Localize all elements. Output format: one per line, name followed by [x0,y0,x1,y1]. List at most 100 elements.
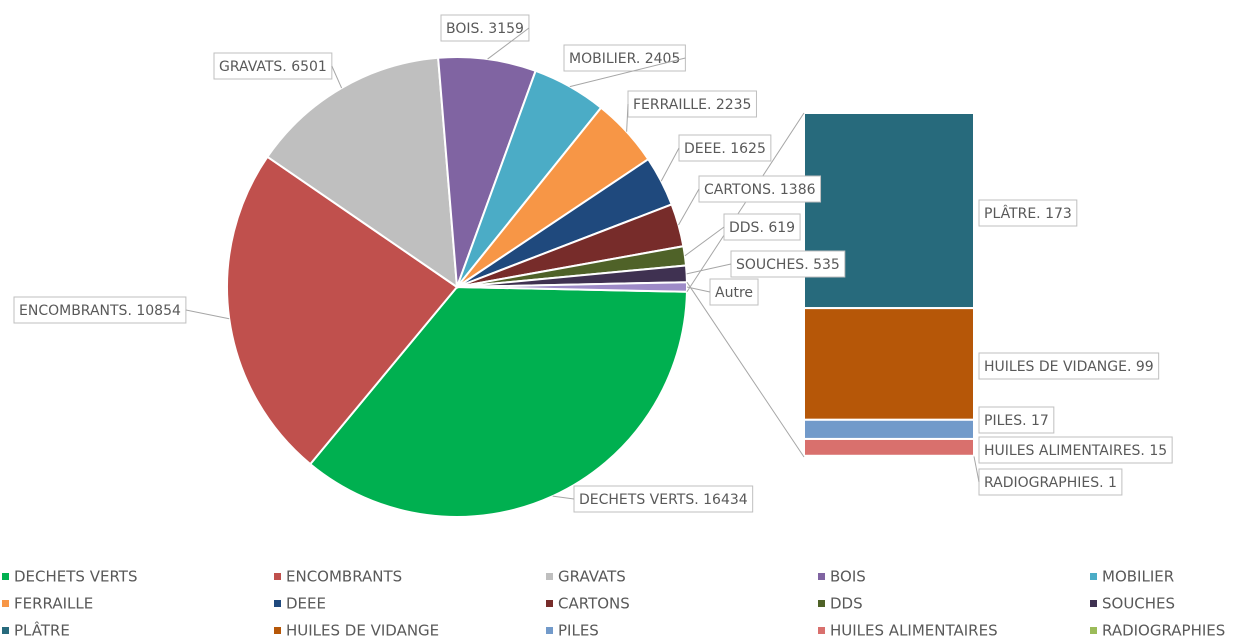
leader-line [973,456,980,483]
bar-label: RADIOGRAPHIES. 1 [978,468,1123,496]
legend-item: DDS [818,595,863,613]
legend-label: GRAVATS [558,568,626,586]
data-label: DECHETS VERTS. 16434 [579,492,748,508]
leader-line [185,309,230,320]
legend-item: DEEE [274,595,326,613]
bar-label: HUILES DE VIDANGE. 99 [978,352,1160,380]
legend-item: DECHETS VERTS [2,568,137,586]
legend-swatch [818,600,825,607]
legend-item: CARTONS [546,595,630,613]
legend-item: HUILES DE VIDANGE [274,622,439,640]
legend-item: PILES [546,622,599,640]
pie-slice [266,56,459,290]
leader-line [660,147,680,182]
leader-line [686,286,711,293]
legend-label: SOUCHES [1102,595,1175,613]
data-label: FERRAILLE. 2235 [633,97,751,113]
bar-segment [803,418,975,440]
legend-label: DDS [830,595,863,613]
pie-label: MOBILIER. 2405 [563,44,686,72]
label-box [978,436,1173,464]
legend-swatch [2,627,9,634]
label-box [709,278,759,306]
data-label: HUILES DE VIDANGE. 99 [984,359,1154,375]
label-box [563,44,686,72]
data-label: BOIS. 3159 [446,21,524,37]
pie-slice [308,285,688,518]
bar-segment [803,454,975,459]
legend-item: ENCOMBRANTS [274,568,402,586]
leader-line [487,27,530,60]
pie-label: BOIS. 3159 [440,14,530,42]
pie-slice [226,155,459,466]
pie-label: ENCOMBRANTS. 10854 [13,296,187,324]
legend-swatch [274,600,281,607]
legend-item: BOIS [818,568,866,586]
leader-line [552,495,575,500]
bar-segment [803,307,975,421]
data-label: PLÂTRE. 173 [984,204,1072,222]
legend-swatch [2,600,9,607]
legend-label: MOBILIER [1102,568,1174,586]
legend-label: RADIOGRAPHIES [1102,622,1225,640]
label-box [978,199,1078,227]
legend-swatch [546,627,553,634]
label-box [978,406,1055,434]
leader-line [569,57,686,88]
bar-label: HUILES ALIMENTAIRES. 15 [978,436,1173,464]
legend-swatch [818,627,825,634]
data-label: RADIOGRAPHIES. 1 [984,475,1117,491]
bar-segment [803,112,975,310]
bar-label: PLÂTRE. 173 [978,199,1078,227]
legend-swatch [274,573,281,580]
legend-label: CARTONS [558,595,630,613]
data-label: SOUCHES. 535 [736,257,840,273]
label-box [678,134,772,162]
pie-label: DDS. 619 [723,213,801,241]
legend-label: PILES [558,622,599,640]
legend-item: PLÂTRE [2,621,70,640]
legend-label: DECHETS VERTS [14,568,137,586]
legend-swatch [1090,573,1097,580]
data-label: ENCOMBRANTS. 10854 [19,303,181,319]
pie-label: GRAVATS. 6501 [213,52,333,80]
legend-label: PLÂTRE [14,621,70,640]
label-box [978,468,1123,496]
leader-line [686,263,732,275]
data-label: CARTONS. 1386 [704,182,816,198]
label-box [730,250,846,278]
data-label: HUILES ALIMENTAIRES. 15 [984,443,1167,459]
legend-label: FERRAILLE [14,595,93,613]
legend-label: BOIS [830,568,866,586]
legend-swatch [1090,600,1097,607]
pie-label: DEEE. 1625 [678,134,772,162]
legend-label: DEEE [286,595,326,613]
legend-label: ENCOMBRANTS [286,568,402,586]
data-label: GRAVATS. 6501 [219,59,327,75]
bar-label: PILES. 17 [978,406,1055,434]
legend-item: FERRAILLE [2,595,93,613]
leader-line [331,65,343,89]
legend-item: SOUCHES [1090,595,1175,613]
label-box [13,296,187,324]
pie-label: DECHETS VERTS. 16434 [573,485,754,513]
label-box [627,90,757,118]
leader-line [678,188,700,226]
label-box [978,352,1160,380]
pie-label: FERRAILLE. 2235 [627,90,757,118]
legend-swatch [546,600,553,607]
legend-item: MOBILIER [1090,568,1174,586]
data-label: Autre [715,285,753,301]
legend-swatch [546,573,553,580]
data-label: DDS. 619 [729,220,795,236]
pie-label: Autre [709,278,759,306]
pie-label: SOUCHES. 535 [730,250,846,278]
legend-label: HUILES ALIMENTAIRES [830,622,998,640]
legend-item: HUILES ALIMENTAIRES [818,622,998,640]
legend-swatch [2,573,9,580]
leader-line [626,103,629,132]
data-label: MOBILIER. 2405 [569,51,680,67]
legend-swatch [818,573,825,580]
data-label: PILES. 17 [984,413,1049,429]
